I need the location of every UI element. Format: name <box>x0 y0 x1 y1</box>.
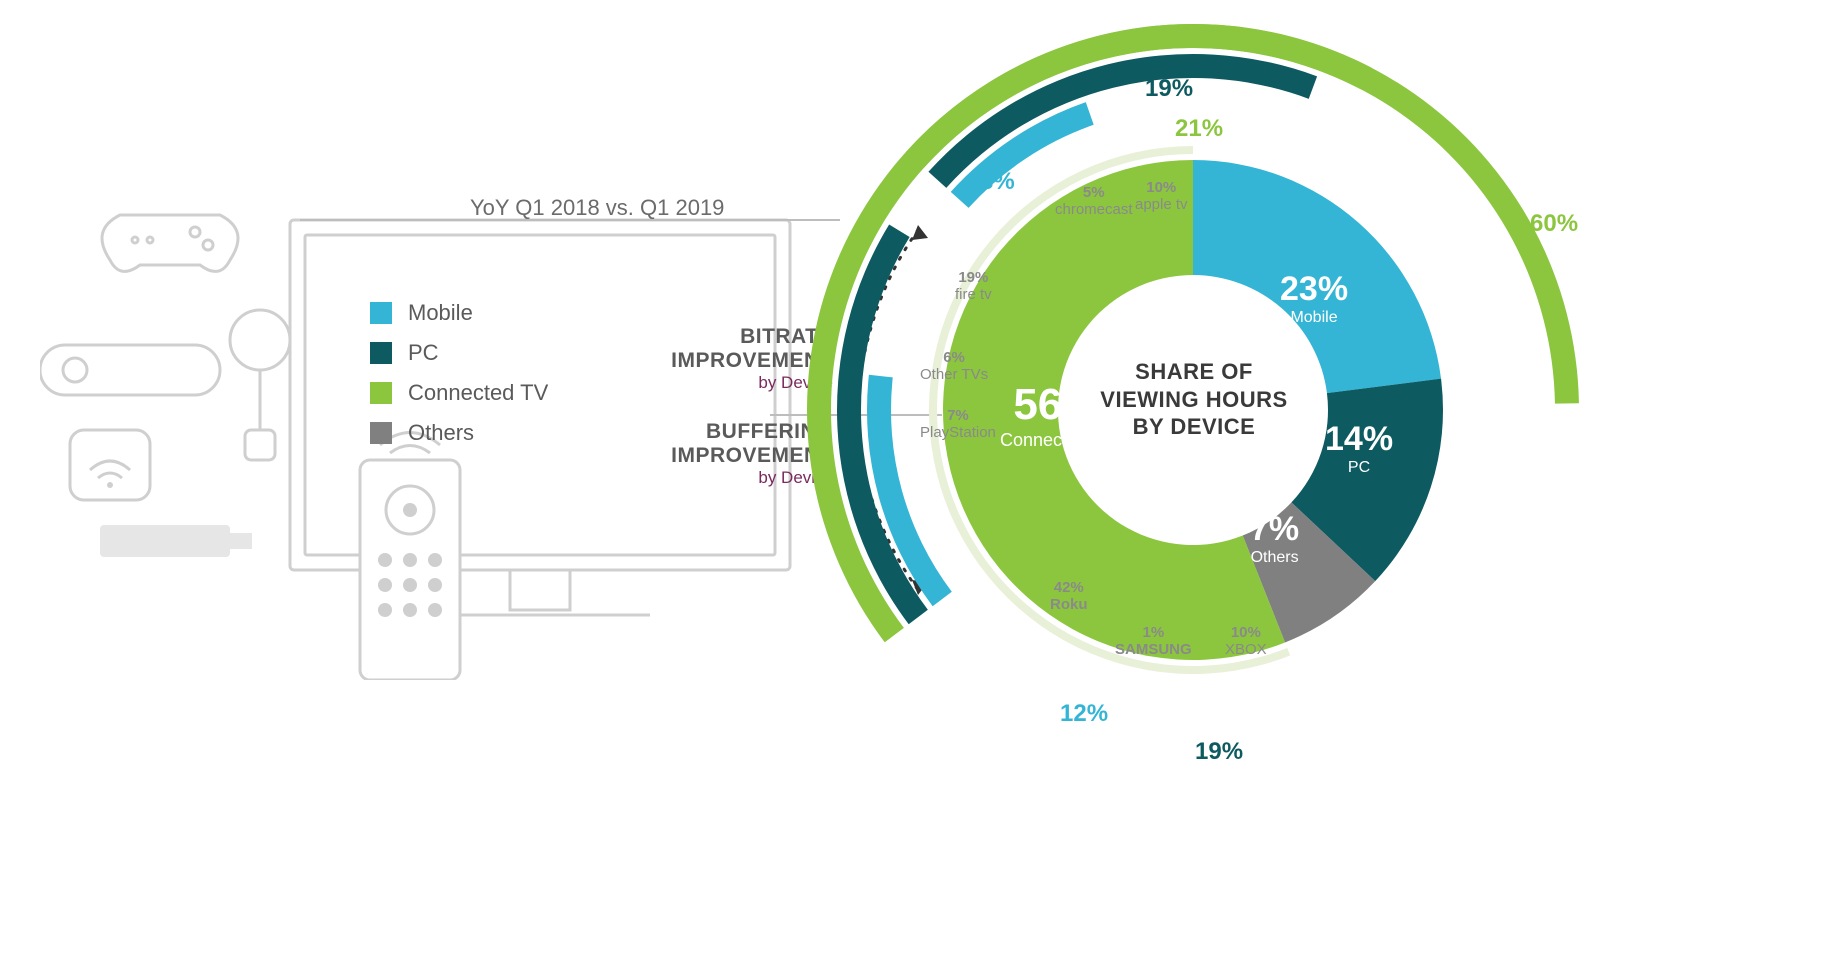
center-title: SHARE OF VIEWING HOURS BY DEVICE <box>1084 358 1304 441</box>
inner-label: 42%Roku <box>1050 580 1088 613</box>
inner-label: 19%fire tv <box>955 270 992 303</box>
slice-label: 56%Connected TV <box>1000 380 1115 451</box>
arc-label: 19% <box>1195 738 1243 766</box>
arc-label: 60% <box>1530 210 1578 238</box>
inner-label: 6%Other TVs <box>920 350 988 383</box>
arc-label: 21% <box>1175 115 1223 143</box>
inner-label: 1%SAMSUNG <box>1115 625 1192 658</box>
inner-label: 10%apple tv <box>1135 180 1188 213</box>
slice-label: 7%Others <box>1250 510 1299 567</box>
arc-label: 19% <box>1145 75 1193 103</box>
inner-label: 5%chromecast <box>1055 185 1133 218</box>
slice-label: 23%Mobile <box>1280 270 1348 327</box>
donut-chart <box>0 0 1826 953</box>
slice-label: 14%PC <box>1325 420 1393 477</box>
inner-label: 10%XBOX <box>1225 625 1267 658</box>
arc-label: 12% <box>1060 700 1108 728</box>
arc-label: 8% <box>980 168 1015 196</box>
inner-label: 7%PlayStation <box>920 408 996 441</box>
